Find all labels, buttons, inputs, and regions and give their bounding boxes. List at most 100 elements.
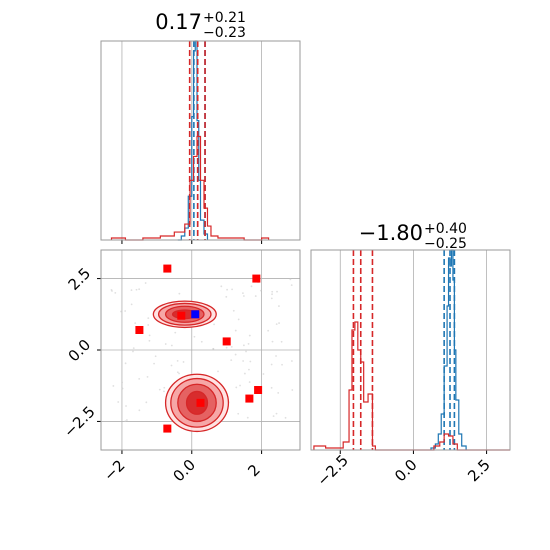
red-square-marker [135, 326, 144, 334]
sample-dot [193, 335, 196, 338]
sample-dot [234, 353, 237, 356]
sample-dot [154, 355, 157, 358]
red-square-marker [163, 424, 172, 433]
sample-dot [120, 310, 122, 313]
sample-dot [170, 344, 173, 347]
sample-dot [178, 372, 180, 375]
sample-dot [138, 409, 141, 412]
sample-dot [270, 297, 273, 300]
sample-dot [225, 346, 228, 349]
sample-dot [138, 288, 141, 291]
sample-dot [112, 385, 115, 387]
histogram-step-red [110, 135, 270, 241]
sample-dot [231, 288, 233, 291]
sample-dot [170, 364, 173, 367]
sample-dot [145, 401, 148, 404]
sample-dot [212, 348, 215, 350]
red-square-marker [222, 337, 231, 346]
red-square-marker [245, 394, 254, 403]
red-square-marker [163, 264, 172, 273]
sample-dot [234, 329, 237, 332]
sample-dot [275, 412, 278, 415]
sample-dot [226, 288, 229, 291]
sample-dot [249, 360, 252, 363]
sample-dot [277, 392, 280, 394]
sample-dot [276, 290, 278, 293]
sample-dot [121, 381, 124, 384]
sample-dot [148, 334, 151, 337]
sample-dot [291, 360, 293, 362]
sample-dot [144, 282, 147, 284]
sample-dot [125, 405, 127, 407]
sample-dot [291, 389, 294, 391]
sample-dot [242, 360, 245, 362]
title-param-2-plus: +0.40 [424, 221, 467, 237]
sample-dot [272, 415, 275, 418]
title-param-2: −1.80 +0.40 −0.25 [359, 221, 467, 252]
sample-dot [174, 331, 177, 334]
sample-dot [178, 292, 181, 295]
sample-dot [284, 416, 287, 419]
sample-dot [130, 289, 133, 292]
sample-dot [132, 347, 135, 350]
sample-dot [237, 412, 240, 415]
sample-dot [237, 318, 240, 321]
sample-dot [217, 370, 219, 373]
sample-dot [248, 381, 251, 383]
sample-dot [225, 295, 228, 298]
sample-dot [275, 323, 278, 326]
title-param-1-plus: +0.21 [203, 10, 246, 26]
sample-dot [271, 293, 273, 296]
title-param-1: 0.17 +0.21 −0.23 [155, 10, 246, 41]
sample-dot [232, 309, 235, 312]
sample-dot [271, 290, 274, 293]
sample-dot [146, 375, 149, 378]
sample-dot [117, 401, 120, 403]
title-param-2-minus: −0.25 [424, 236, 467, 252]
sample-dot [147, 324, 150, 326]
sample-dot [230, 345, 233, 348]
sample-dot [130, 303, 133, 306]
sample-dot [111, 290, 113, 292]
panel-frame [100, 40, 301, 241]
sample-dot [182, 361, 185, 363]
title-param-1-minus: −0.23 [203, 25, 246, 41]
sample-dot [242, 344, 245, 347]
sample-dot [124, 310, 127, 312]
sample-dot [164, 343, 167, 345]
sample-dot [280, 340, 283, 343]
sample-dot [176, 359, 179, 362]
title-param-1-value: 0.17 [155, 10, 202, 34]
panel-frame [100, 249, 301, 451]
sample-dot [125, 419, 128, 421]
sample-dot [114, 291, 117, 294]
marginal-histogram-param-1 [100, 40, 301, 244]
sample-dot [281, 363, 283, 366]
sample-dot [243, 372, 246, 375]
sample-dot [163, 390, 165, 393]
sample-dot [213, 323, 215, 326]
histogram-step-red [313, 321, 510, 451]
sample-dot [245, 350, 247, 353]
sample-dot [176, 371, 179, 374]
sample-dot [138, 378, 141, 380]
sample-dot [132, 350, 134, 353]
sample-dot [153, 362, 155, 365]
panel-frame [310, 249, 511, 451]
sample-dot [246, 416, 249, 419]
sample-dot [163, 386, 166, 389]
sample-dot [230, 359, 233, 362]
sample-dot [278, 322, 280, 324]
sample-dot [247, 342, 250, 345]
sample-dot [290, 284, 293, 287]
red-square-marker [252, 274, 261, 283]
red-square-marker [254, 386, 263, 394]
sample-dot [220, 285, 223, 288]
sample-dot [267, 329, 270, 332]
sample-dot [262, 373, 265, 375]
sample-dot [147, 317, 150, 320]
sample-dot [124, 420, 127, 423]
sample-dot [270, 386, 273, 389]
red-square-marker [196, 398, 205, 407]
